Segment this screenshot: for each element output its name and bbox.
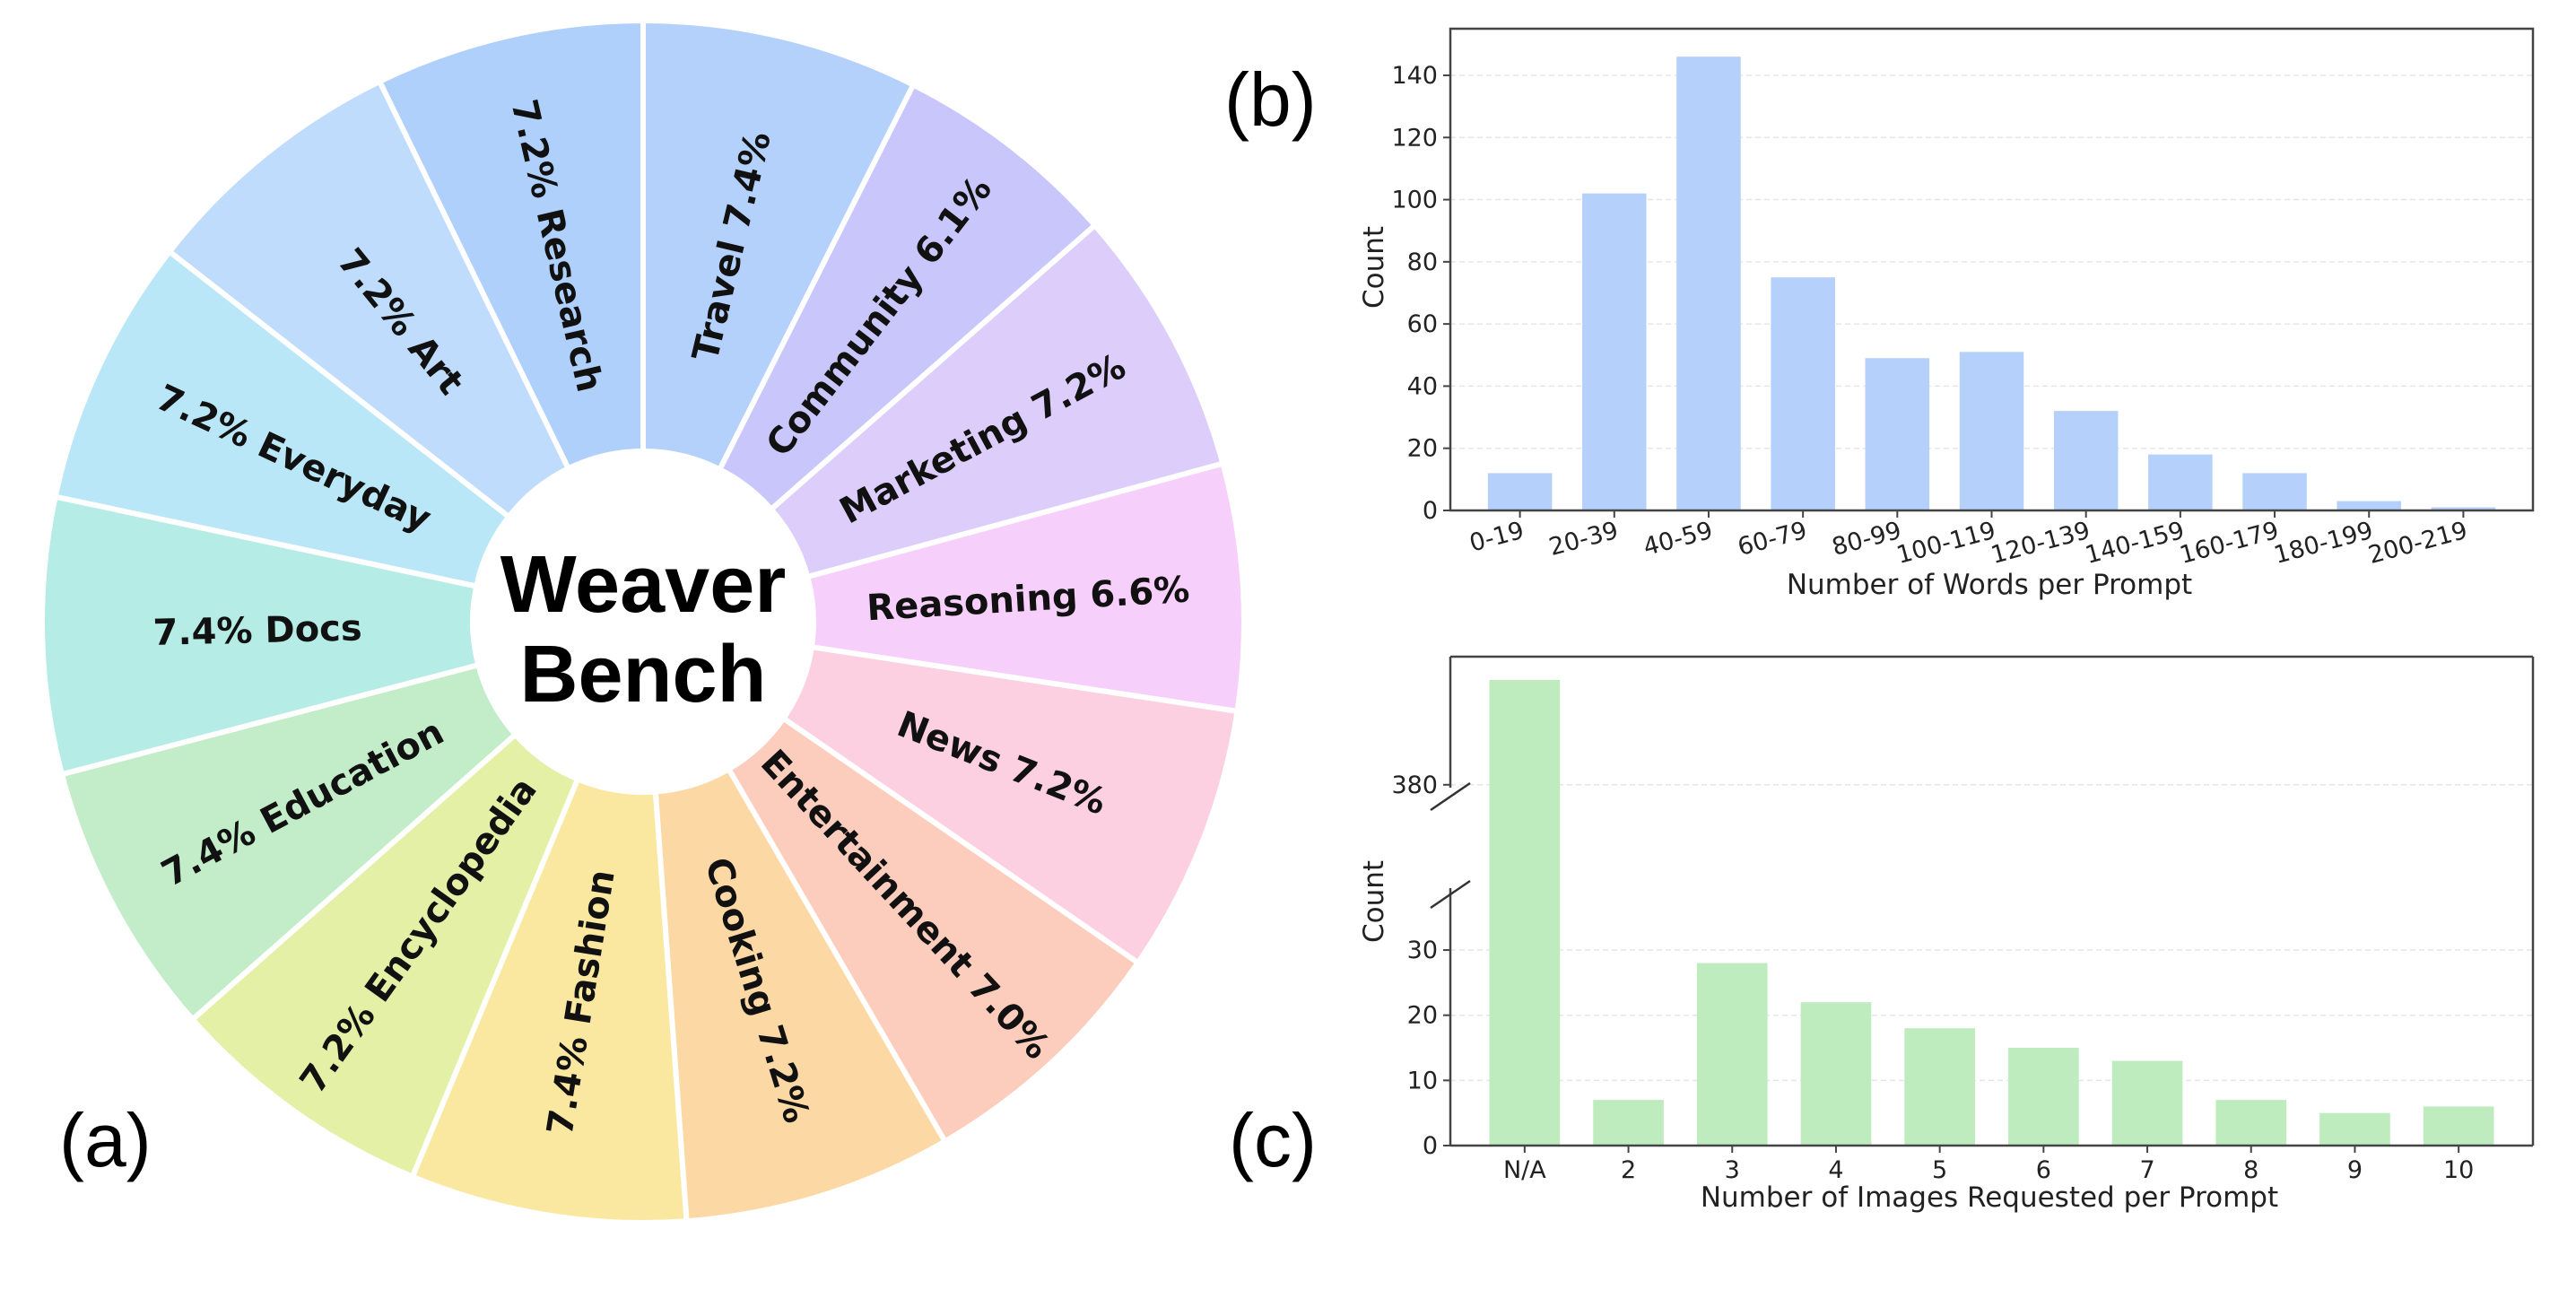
chart-c-ytick-label: 380 [1391, 771, 1438, 799]
chart-c-bar-4 [1800, 1002, 1872, 1146]
images-per-prompt-bar-chart: 0 10 20 30 380 N/A 2 3 4 5 6 7 8 9 10 [1391, 655, 2535, 1184]
chart-c-bar-6 [2008, 1048, 2079, 1146]
chart-c-ytick-label: 0 [1423, 1132, 1438, 1160]
pie-slice-everyday [52, 248, 513, 590]
chart-c-xlabel: Number of Images Requested per Prompt [1701, 1181, 2278, 1214]
pie-slice-fashion [408, 775, 690, 1225]
chart-b-bar-200-219 [2431, 507, 2496, 510]
category-pie-chart: Travel 7.4%Community 6.1%Marketing 7.2%R… [39, 17, 1247, 1225]
pie-slice-marketing [767, 221, 1227, 580]
pie-slice-education [58, 661, 519, 1024]
chart-b-xtick-label: 0-19 [1466, 517, 1527, 558]
chart-c-xtick-label: 4 [1828, 1156, 1843, 1184]
chart-c-xtick-label: 6 [2036, 1156, 2051, 1184]
panel-label-a: (a) [59, 1098, 152, 1182]
chart-b-bar-40-59 [1676, 57, 1741, 511]
chart-b-xtick-label: 80-99 [1829, 517, 1904, 562]
chart-b-frame [1449, 27, 2535, 512]
center-title-line-1: Weaver [500, 540, 787, 630]
chart-b-ytick-label: 80 [1407, 248, 1438, 276]
chart-b-ylabel: Count [1358, 226, 1390, 309]
chart-c-xtick-label: N/A [1503, 1156, 1546, 1184]
chart-b-bar-80-99 [1865, 358, 1930, 510]
pie-slice-entertainment [725, 714, 1142, 1146]
chart-b-bar-100-119 [1959, 352, 2024, 510]
chart-c-xtick-label: 8 [2243, 1156, 2258, 1184]
chart-b-bar-180-199 [2337, 501, 2401, 510]
chart-b-ytick-label: 20 [1407, 435, 1438, 463]
chart-b-ytick-label: 0 [1423, 497, 1438, 525]
chart-b-xtick-label: 140-159 [2083, 517, 2188, 570]
chart-c-xtick-label: 7 [2139, 1156, 2154, 1184]
pie-slice-research [376, 17, 646, 473]
chart-b-ytick-label: 60 [1407, 310, 1438, 338]
center-title-line-2: Bench [519, 630, 766, 719]
chart-c-bar-9 [2319, 1112, 2390, 1146]
chart-b-ytick-label: 100 [1391, 187, 1438, 214]
pie-slice-news [779, 643, 1240, 967]
chart-b-xtick-label: 180-199 [2271, 517, 2376, 570]
chart-c-bar-10 [2423, 1106, 2494, 1146]
chart-b-bar-160-179 [2242, 473, 2307, 510]
pie-slice-art [165, 77, 572, 521]
words-per-prompt-bar-chart: 0 20 40 60 80 100 120 140 0-19 20-39 40-59 60-79 80-… [1391, 27, 2535, 570]
chart-b-xtick-label: 120-139 [1989, 517, 2093, 570]
chart-c-xtick-label: 5 [1932, 1156, 1947, 1184]
chart-c-ytick-label: 20 [1407, 1002, 1438, 1030]
chart-c-bar-na [1489, 680, 1561, 1146]
chart-c-xtick-label: 9 [2347, 1156, 2363, 1184]
pie-label-docs: 7.4% Docs [152, 607, 362, 653]
chart-b-xtick-label: 60-79 [1735, 517, 1810, 562]
chart-b-xtick-label: 200-219 [2365, 517, 2470, 570]
chart-c-xtick-label: 10 [2443, 1156, 2474, 1184]
chart-b-bar-0-19 [1487, 473, 1553, 510]
chart-c-xtick-label: 3 [1725, 1156, 1740, 1184]
chart-b-bar-20-39 [1582, 193, 1647, 510]
chart-c-bar-5 [1904, 1028, 1975, 1146]
chart-b-xtick-label: 20-39 [1546, 517, 1622, 562]
chart-b-bar-60-79 [1771, 277, 1835, 510]
chart-c-xtick-label: 2 [1621, 1156, 1636, 1184]
pie-slice-reasoning [804, 460, 1247, 715]
pie-slice-cooking [652, 765, 949, 1225]
chart-b-xtick-label: 160-179 [2177, 517, 2282, 570]
chart-b-bar-140-159 [2148, 454, 2213, 510]
chart-c-bar-7 [2111, 1060, 2183, 1146]
chart-c-bar-3 [1696, 963, 1768, 1146]
panel-label-c: (c) [1229, 1098, 1317, 1182]
pie-slice-travel [640, 17, 918, 474]
chart-b-ytick-label: 120 [1391, 124, 1438, 152]
chart-b-xtick-label: 100-119 [1893, 517, 1998, 570]
chart-b-bar-120-139 [2053, 411, 2119, 510]
chart-b-ytick-label: 140 [1391, 62, 1438, 90]
pie-slice-community [716, 81, 1099, 513]
chart-c-bar-8 [2215, 1100, 2287, 1146]
chart-c-ylabel: Count [1358, 860, 1390, 943]
chart-b-xtick-label: 40-59 [1640, 517, 1716, 562]
chart-c-ytick-label: 30 [1407, 937, 1438, 964]
chart-b-ytick-label: 40 [1407, 372, 1438, 400]
chart-c-break-mark-upper [1430, 781, 1471, 812]
chart-c-break-mark-lower [1430, 879, 1471, 910]
chart-b-xlabel: Number of Words per Prompt [1787, 569, 2192, 601]
pie-slice-encyclopedia [188, 730, 582, 1181]
chart-c-bar-2 [1593, 1100, 1664, 1146]
panel-label-b: (b) [1224, 57, 1317, 142]
chart-c-ytick-label: 10 [1407, 1067, 1438, 1094]
